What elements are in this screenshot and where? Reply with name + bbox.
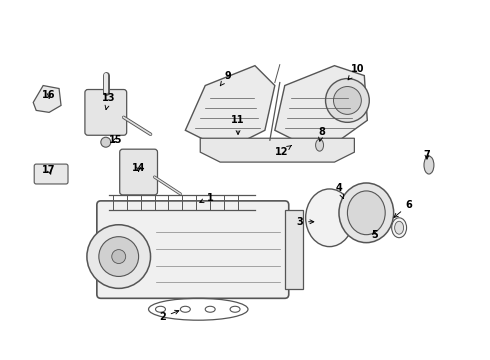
Ellipse shape xyxy=(316,139,323,151)
Polygon shape xyxy=(185,66,275,140)
Text: 8: 8 xyxy=(318,127,325,141)
Ellipse shape xyxy=(347,191,385,235)
Text: 2: 2 xyxy=(159,310,179,322)
Polygon shape xyxy=(275,66,368,140)
Ellipse shape xyxy=(392,218,407,238)
Ellipse shape xyxy=(205,306,215,312)
Text: 16: 16 xyxy=(42,90,56,100)
Text: 14: 14 xyxy=(132,163,146,173)
Text: 9: 9 xyxy=(220,71,231,86)
Ellipse shape xyxy=(424,156,434,174)
Text: 13: 13 xyxy=(102,94,116,109)
Circle shape xyxy=(99,237,139,276)
Ellipse shape xyxy=(394,221,404,234)
Circle shape xyxy=(101,137,111,147)
Text: 15: 15 xyxy=(109,135,122,145)
FancyBboxPatch shape xyxy=(34,164,68,184)
Ellipse shape xyxy=(180,306,190,312)
Polygon shape xyxy=(200,138,354,162)
Text: 7: 7 xyxy=(423,150,430,160)
Circle shape xyxy=(87,225,150,288)
Text: 11: 11 xyxy=(231,115,245,134)
Ellipse shape xyxy=(155,306,166,312)
Text: 10: 10 xyxy=(348,64,364,80)
FancyBboxPatch shape xyxy=(85,90,127,135)
Text: 4: 4 xyxy=(336,183,343,199)
Circle shape xyxy=(325,78,369,122)
Polygon shape xyxy=(285,210,303,289)
Ellipse shape xyxy=(230,306,240,312)
FancyBboxPatch shape xyxy=(97,201,289,298)
Text: 3: 3 xyxy=(296,217,314,227)
Polygon shape xyxy=(33,86,61,112)
Text: 5: 5 xyxy=(371,230,378,240)
Text: 17: 17 xyxy=(42,165,56,175)
Circle shape xyxy=(334,86,361,114)
Ellipse shape xyxy=(339,183,393,243)
Circle shape xyxy=(112,249,125,264)
Text: 6: 6 xyxy=(394,200,413,217)
Text: 12: 12 xyxy=(275,145,292,157)
Text: 1: 1 xyxy=(200,193,214,203)
Ellipse shape xyxy=(306,189,353,247)
FancyBboxPatch shape xyxy=(120,149,157,195)
